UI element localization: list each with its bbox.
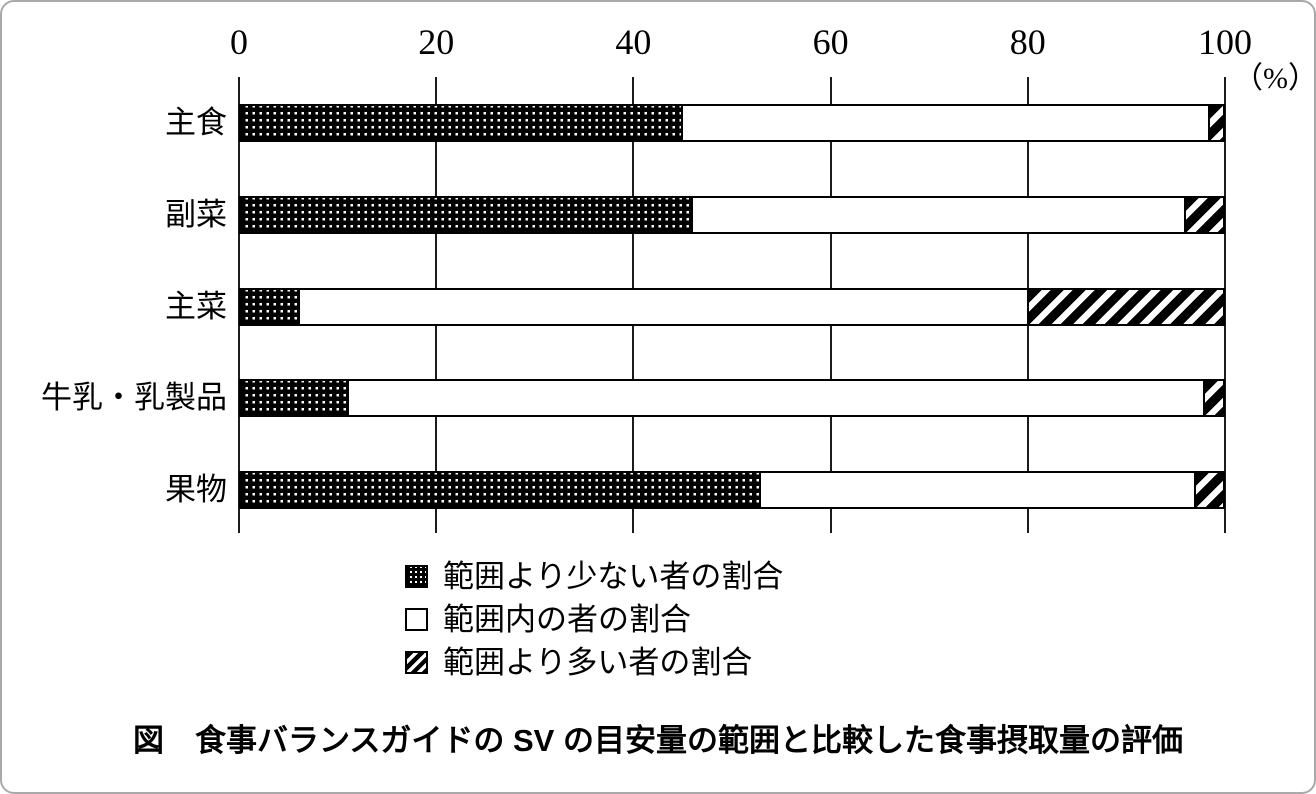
category-label: 副菜: [165, 197, 227, 232]
figure-caption: 図 食事バランスガイドの SV の目安量の範囲と比較した食事摂取量の評価: [133, 723, 1183, 758]
bar-segment-above-range: [1208, 106, 1223, 140]
category-label: 果物: [165, 472, 227, 507]
x-gridline: [1224, 77, 1226, 533]
bar-segment-within-range: [682, 106, 1209, 140]
category-label: 主食: [165, 105, 227, 140]
x-tick-label: 40: [615, 22, 652, 62]
bar-segment-above-range: [1193, 473, 1223, 507]
x-axis-unit-label: （%）: [1233, 62, 1316, 95]
bar-segment-within-range: [349, 381, 1204, 415]
legend-swatch-above-range: [405, 651, 428, 674]
category-label: 主菜: [165, 289, 227, 324]
bar-segment-within-range: [692, 198, 1184, 232]
legend-item-below-range: 範囲より少ない者の割合: [405, 555, 783, 598]
x-tick-label: 60: [812, 22, 849, 62]
bar-segment-below-range: [241, 381, 350, 415]
bar-segment-within-range: [761, 473, 1194, 507]
bar-segment-below-range: [241, 198, 693, 232]
legend-label-below-range: 範囲より少ない者の割合: [443, 559, 784, 594]
bar-segment-below-range: [241, 473, 762, 507]
legend-item-within-range: 範囲内の者の割合: [405, 598, 783, 641]
stacked-bar: [239, 471, 1225, 509]
bar-segment-within-range: [299, 290, 1027, 324]
bar-segment-above-range: [1026, 290, 1223, 324]
bar-segment-above-range: [1203, 381, 1223, 415]
category-label: 牛乳・乳製品: [41, 380, 227, 415]
legend-item-above-range: 範囲より多い者の割合: [405, 641, 783, 684]
bar-segment-below-range: [241, 106, 683, 140]
stacked-bar: [239, 196, 1225, 234]
x-tick-label: 20: [418, 22, 455, 62]
x-tick-label: 0: [230, 22, 248, 62]
bar-segment-above-range: [1183, 198, 1223, 232]
legend-label-above-range: 範囲より多い者の割合: [443, 645, 753, 680]
bar-segment-below-range: [241, 290, 300, 324]
stacked-bar: [239, 379, 1225, 417]
legend-label-within-range: 範囲内の者の割合: [443, 602, 691, 637]
x-tick-label: 80: [1009, 22, 1046, 62]
stacked-bar: [239, 288, 1225, 326]
legend: 範囲より少ない者の割合 範囲内の者の割合範囲より多い者の割合: [405, 555, 783, 684]
legend-swatch-below-range: [405, 565, 428, 588]
legend-swatch-within-range: [405, 608, 428, 631]
stacked-bar: [239, 104, 1225, 142]
x-tick-label: 100: [1198, 22, 1252, 62]
